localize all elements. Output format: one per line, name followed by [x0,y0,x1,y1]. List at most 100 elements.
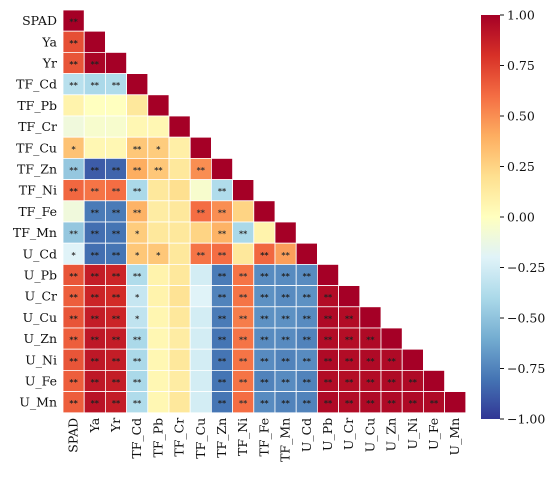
colorbar-gradient [481,15,500,419]
cell-TF_Pb-Ya [83,94,106,117]
x-tick-U_Cd: U_Cd [299,418,314,452]
sig-mark-Yr-Ya: ** [91,60,100,69]
y-axis-tick-labels: SPAD Ya Yr TF_Cd TF_Pb TF_Cr TF_Cu TF_Zn TF_Ni TF… [13,13,58,410]
cell-TF_Zn-TF_Cr [168,157,191,180]
sig-mark-TF_Mn-TF_Zn: ** [218,230,227,239]
colorbar-tick-label-0: 1.00 [507,8,535,23]
y-tick-TF_Mn: TF_Mn [13,225,57,240]
colorbar [481,15,500,419]
cell-TF_Cr-Yr [105,115,128,138]
cell-TF_Zn-TF_Zn [210,157,233,180]
sig-mark-U_Mn-TF_Zn: ** [218,399,227,408]
sig-mark-TF_Ni-Ya: ** [91,187,100,196]
x-tick-U_Mn: U_Mn [447,418,462,456]
sig-mark-U_Zn-TF_Mn: ** [281,336,290,345]
cell-TF_Fe-TF_Fe [253,200,276,223]
colorbar-tick-labels: 1.00 0.75 0.50 0.25 0.00 −0.25 −0.50 −0.75 −1.00 [500,8,545,427]
cell-TF_Ni-TF_Pb [147,179,170,202]
sig-mark-U_Zn-TF_Ni: ** [239,336,248,345]
sig-mark-TF_Ni-TF_Zn: ** [218,187,227,196]
sig-mark-TF_Mn-TF_Ni: ** [239,230,248,239]
sig-mark-TF_Zn-TF_Pb: ** [154,166,163,175]
cell-TF_Mn-TF_Fe [253,221,276,244]
sig-mark-TF_Fe-TF_Zn: ** [218,208,227,217]
cell-U_Ni-U_Ni [401,348,424,371]
cell-U_Pb-TF_Cr [168,263,191,286]
sig-mark-U_Mn-TF_Cd: ** [133,399,142,408]
x-axis-tick-labels: SPAD Ya Yr TF_Cd TF_Pb TF_Cr TF_Cu TF_Zn TF_Ni TF… [66,417,463,462]
significance-marks: ****** **** ** *** ** *** ** ** ** ** **** ** ** ** **… [69,18,439,409]
sig-mark-U_Cu-TF_Fe: ** [260,314,269,323]
sig-mark-U_Zn-U_Pb: ** [324,336,333,345]
sig-mark-U_Cu-TF_Mn: ** [281,314,290,323]
cell-TF_Mn-TF_Cu [189,221,212,244]
cell-Ya-Ya [83,30,106,53]
x-tick-TF_Fe: TF_Fe [256,418,271,457]
colorbar-tick-label-5: −0.25 [507,260,545,275]
sig-mark-U_Fe-Yr: ** [112,378,121,387]
sig-mark-U_Cu-U_Cr: ** [345,314,354,323]
sig-mark-U_Mn-TF_Mn: ** [281,399,290,408]
sig-mark-U_Fe-TF_Cd: ** [133,378,142,387]
sig-mark-TF_Mn-Yr: ** [112,230,121,239]
sig-mark-TF_Mn-SPAD: ** [69,230,78,239]
sig-mark-TF_Ni-SPAD: ** [69,187,78,196]
sig-mark-TF_Zn-TF_Cd: ** [133,166,142,175]
cell-TF_Pb-Yr [105,94,128,117]
cell-U_Pb-TF_Pb [147,263,170,286]
sig-mark-U_Mn-U_Cu: ** [366,399,375,408]
sig-mark-U_Fe-TF_Zn: ** [218,378,227,387]
sig-mark-U_Mn-TF_Fe: ** [260,399,269,408]
cell-U_Cr-U_Cr [338,285,361,308]
sig-mark-U_Ni-U_Cu: ** [366,357,375,366]
y-tick-U_Mn: U_Mn [19,395,57,410]
y-tick-TF_Cu: TF_Cu [16,140,57,155]
cell-U_Mn-U_Mn [444,391,467,414]
colorbar-tick-label-2: 0.50 [507,109,535,124]
sig-mark-U_Cr-U_Cd: ** [303,293,312,302]
y-tick-U_Ni: U_Ni [25,352,57,367]
sig-mark-U_Pb-TF_Zn: ** [218,272,227,281]
sig-mark-U_Fe-U_Pb: ** [324,378,333,387]
sig-mark-U_Cu-U_Pb: ** [324,314,333,323]
x-tick-U_Cu: U_Cu [362,418,377,452]
cell-U_Mn-TF_Cr [168,391,191,414]
sig-mark-U_Cu-TF_Ni: ** [239,314,248,323]
cell-TF_Cu-TF_Cr [168,136,191,159]
sig-mark-U_Ni-TF_Mn: ** [281,357,290,366]
cell-U_Cd-TF_Cr [168,242,191,265]
sig-mark-Ya-SPAD: ** [69,39,78,48]
colorbar-tick-label-1: 0.75 [507,58,535,73]
cell-U_Zn-U_Zn [380,327,403,350]
sig-mark-U_Ni-Ya: ** [91,357,100,366]
sig-mark-TF_Cd-SPAD: ** [69,81,78,90]
sig-mark-TF_Cd-Yr: ** [112,81,121,90]
cell-U_Zn-TF_Cu [189,327,212,350]
sig-mark-TF_Mn-TF_Cd: * [135,230,140,239]
cell-U_Cu-TF_Pb [147,306,170,329]
sig-mark-U_Zn-U_Cr: ** [345,336,354,345]
sig-mark-U_Fe-Ya: ** [91,378,100,387]
sig-mark-U_Fe-TF_Mn: ** [281,378,290,387]
sig-mark-TF_Fe-TF_Cu: ** [197,208,206,217]
x-tick-U_Cr: U_Cr [341,418,356,450]
sig-mark-U_Cr-Yr: ** [112,293,121,302]
x-tick-U_Ni: U_Ni [405,418,420,450]
sig-mark-U_Ni-TF_Fe: ** [260,357,269,366]
sig-mark-U_Cd-SPAD: * [72,251,77,260]
sig-mark-U_Zn-TF_Cd: ** [133,336,142,345]
sig-mark-TF_Cu-TF_Pb: * [156,145,161,154]
sig-mark-U_Pb-U_Cd: ** [303,272,312,281]
x-tick-Ya: Ya [87,417,102,433]
sig-mark-U_Fe-U_Cu: ** [366,378,375,387]
sig-mark-TF_Zn-SPAD: ** [69,166,78,175]
x-tick-TF_Zn: TF_Zn [214,418,229,458]
y-tick-U_Zn: U_Zn [23,331,57,346]
sig-mark-U_Ni-Yr: ** [112,357,121,366]
cell-TF_Cr-SPAD [62,115,85,138]
cell-TF_Cr-TF_Cr [168,115,191,138]
y-tick-TF_Cr: TF_Cr [18,119,57,134]
sig-mark-U_Fe-TF_Ni: ** [239,378,248,387]
sig-mark-U_Ni-U_Zn: ** [387,357,396,366]
sig-mark-U_Pb-TF_Cd: ** [133,272,142,281]
